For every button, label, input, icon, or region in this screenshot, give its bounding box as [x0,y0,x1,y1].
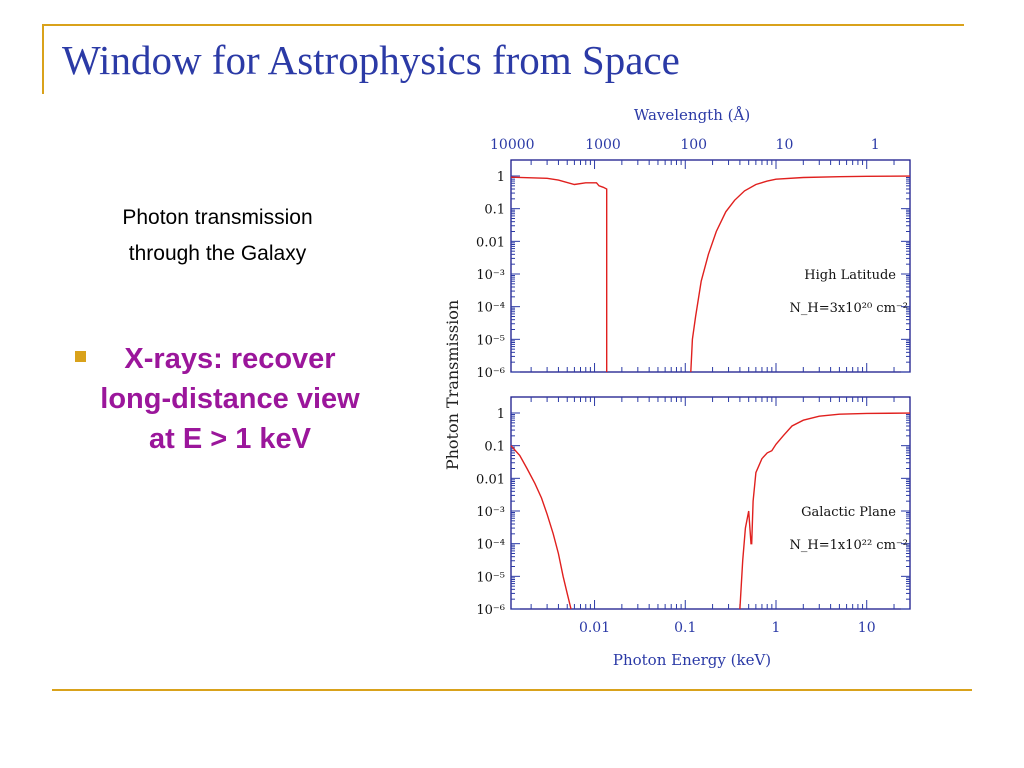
y-tick-label: 0.1 [484,440,505,455]
top-tick-label: 10000 [490,137,535,153]
panel-annotation: High Latitude [804,268,896,283]
top-tick-label: 1 [871,137,880,153]
bullet-text: X-rays: recover long-distance view at E … [100,343,360,455]
chart-caption: Photon transmission through the Galaxy [60,200,375,272]
panel-annotation: Galactic Plane [801,505,896,520]
y-tick-label: 10⁻³ [476,268,505,283]
y-tick-label: 0.01 [476,472,505,487]
top-axis-label: Wavelength (Å) [634,106,750,124]
panel-frame-2 [510,396,911,610]
caption-line-1: Photon transmission [122,206,313,229]
x-tick-label: 1 [772,620,781,636]
top-tick-label: 10 [776,137,794,153]
bullet-marker [75,351,86,362]
top-tick-label: 100 [680,137,707,153]
y-tick-label: 10⁻⁶ [476,366,505,381]
bottom-divider [52,689,972,691]
caption-line-2: through the Galaxy [128,242,307,265]
y-tick-label: 10⁻³ [476,505,505,520]
slide-title: Window for Astrophysics from Space [62,37,680,83]
panel-frame-1 [510,159,911,373]
y-tick-label: 1 [497,170,505,185]
transmission-curve-1-1 [510,176,608,372]
y-tick-label: 10⁻⁴ [476,538,505,553]
column-density-label: N_H=3x10²⁰ cm⁻² [790,301,909,316]
x-axis-label: Photon Energy (keV) [613,651,771,669]
top-tick-label: 1000 [585,137,621,153]
transmission-curve-1-2 [690,175,911,373]
y-tick-label: 10⁻⁴ [476,301,505,316]
y-tick-label: 10⁻⁶ [476,603,505,618]
title-accent-vertical [42,24,44,94]
y-tick-label: 10⁻⁵ [476,570,505,585]
transmission-curve-2-2 [739,412,911,610]
x-tick-label: 0.01 [579,620,610,636]
column-density-label: N_H=1x10²² cm⁻² [790,538,909,553]
y-axis-label: Photon Transmission [443,300,462,470]
y-tick-label: 0.01 [476,235,505,250]
x-tick-label: 0.1 [674,620,696,636]
transmission-curve-2-1 [510,445,572,610]
y-tick-label: 1 [497,407,505,422]
title-accent-horizontal [42,24,964,26]
y-tick-label: 10⁻⁵ [476,333,505,348]
y-tick-label: 0.1 [484,203,505,218]
x-tick-label: 10 [858,620,876,636]
